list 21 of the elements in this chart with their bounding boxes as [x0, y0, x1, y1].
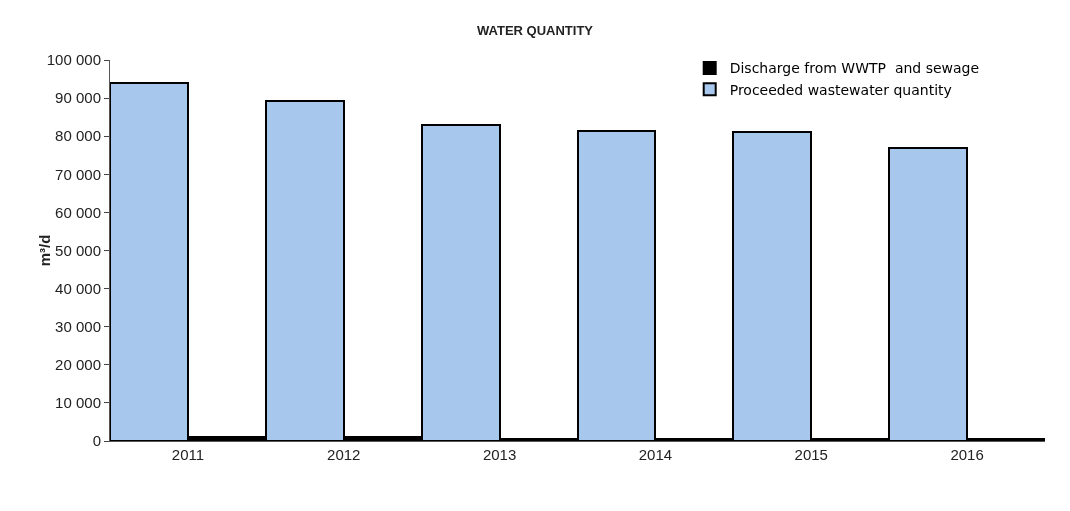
y-tick-label: 10 000 [55, 394, 101, 412]
x-tick-label: 2015 [794, 446, 828, 463]
y-tick-label: 0 [92, 432, 101, 450]
y-tick-label: 100 000 [46, 51, 101, 69]
x-tick-label: 2011 [171, 446, 205, 463]
chart-title: WATER QUANTITY [476, 22, 594, 38]
y-tick-label: 80 000 [55, 127, 101, 145]
y-axis-title: m³/d [36, 234, 54, 267]
y-tick-label: 60 000 [55, 203, 101, 221]
y-tick-label: 30 000 [55, 317, 101, 335]
x-tick-label: 2012 [327, 446, 361, 463]
legend-label: Proceeded wastewater quantity [729, 81, 952, 98]
y-tick-label: 70 000 [55, 165, 101, 183]
legend-label: Discharge from WWTP and sewage [729, 60, 980, 77]
y-tick-label: 90 000 [55, 89, 101, 107]
y-tick-label: 40 000 [55, 279, 101, 297]
y-tick-label: 20 000 [55, 356, 101, 374]
x-tick-label: 2014 [638, 446, 673, 463]
y-tick-label: 50 000 [55, 241, 101, 259]
x-tick-label: 2013 [482, 446, 517, 463]
x-tick-label: 2016 [950, 446, 984, 463]
